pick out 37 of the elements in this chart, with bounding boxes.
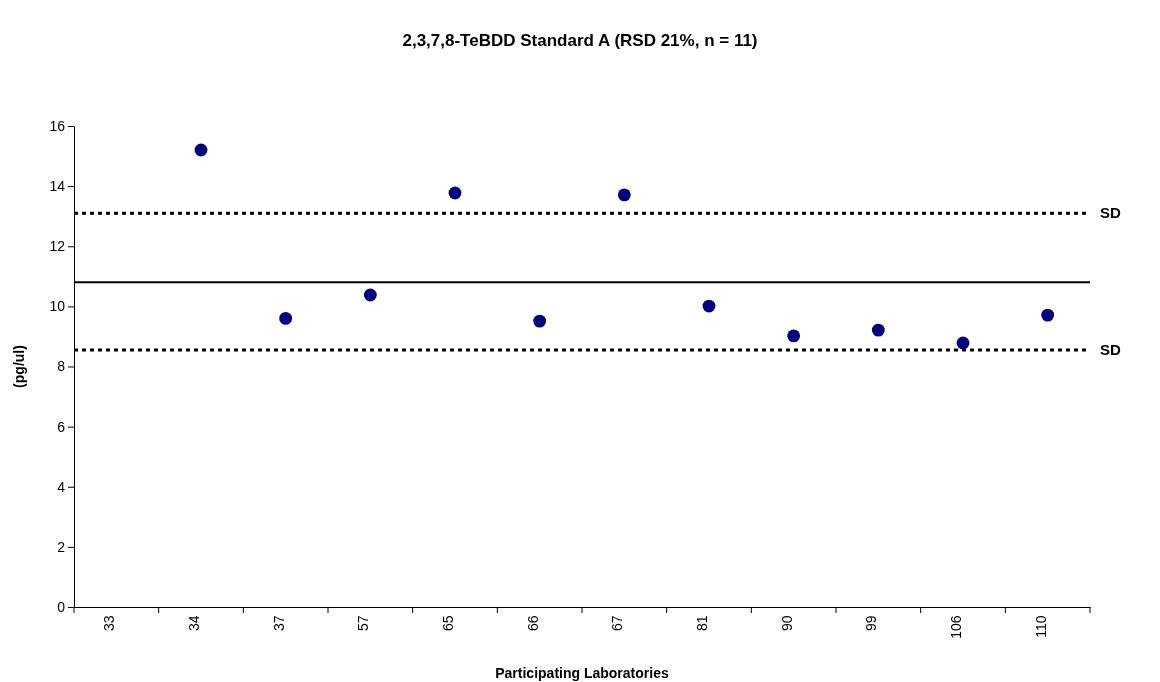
x-tick-label: 66 [524,615,541,631]
ref-line-label: SD [1100,204,1121,222]
ref-line-label: SD [1100,340,1121,358]
x-tick-label: 110 [1032,615,1049,638]
point [787,329,801,343]
chart-title: 2,3,7,8-TeBDD Standard A (RSD 21%, n = 11) [402,31,758,50]
y-tick-label: 16 [49,117,66,134]
point [448,186,462,200]
x-tick-label: 67 [609,615,626,631]
x-tick-label: 90 [778,615,795,631]
point [363,288,377,302]
x-tick-label: 33 [101,615,118,631]
x-tick-label: 81 [693,615,710,631]
y-tick-label: 14 [49,178,66,195]
x-tick-label: 37 [270,615,287,631]
point [617,188,631,202]
x-axis-title: Participating Laboratories [495,665,669,681]
x-tick-label: 99 [863,615,880,631]
point [1041,308,1055,322]
x-tick-label: 65 [439,615,456,631]
point [702,299,716,313]
y-tick-label: 10 [49,298,66,315]
y-tick-label: 0 [57,598,66,615]
point [956,336,970,350]
x-tick-label: 57 [355,615,372,631]
y-tick-label: 8 [57,358,66,375]
x-tick-label: 106 [947,615,964,639]
y-tick-label: 12 [49,238,66,255]
point [533,314,547,328]
point [194,143,208,157]
point [871,323,885,337]
y-tick-label: 2 [57,538,66,555]
x-tick-label: 34 [185,615,202,631]
point [279,311,293,325]
y-tick-label: 6 [57,418,66,435]
y-tick-label: 4 [57,478,66,495]
y-axis-title: (pg/ul) [11,345,27,388]
